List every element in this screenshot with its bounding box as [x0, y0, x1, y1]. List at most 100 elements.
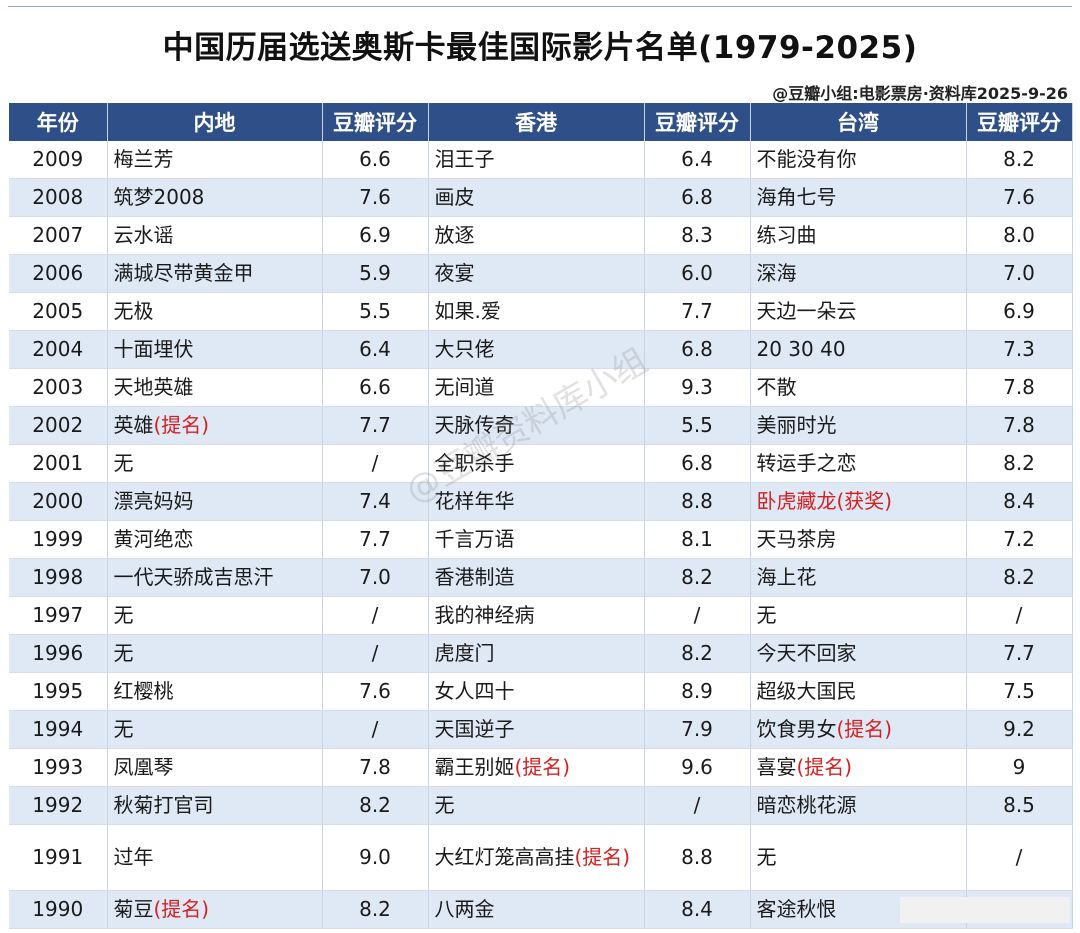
hongkong-title-text: 千言万语: [434, 527, 515, 551]
mainland-title-text: 菊豆: [113, 897, 154, 921]
taiwan-title-cell: 不散: [750, 368, 967, 407]
mainland-title-text: 秋菊打官司: [113, 793, 214, 817]
table-row: 2003 天地英雄 6.6 无间道 9.3 不散 7.8: [9, 368, 1073, 407]
hongkong-title-text: 天脉传奇: [434, 413, 515, 437]
mainland-score-cell: 8.2: [322, 890, 429, 929]
table-row: 1991 过年 9.0 大红灯笼高高挂(提名) 8.8 无 /: [9, 824, 1073, 891]
year-text: 2008: [32, 185, 84, 209]
mainland-score-cell: 7.8: [322, 748, 429, 787]
taiwan-score-text: 7.3: [1003, 337, 1035, 361]
taiwan-title-text: 客途秋恨: [756, 897, 837, 921]
table-row: 1996 无 / 虎度门 8.2 今天不回家 7.7: [9, 634, 1073, 673]
taiwan-title-cell: 转运手之恋: [750, 444, 967, 483]
hongkong-title-text: 大红灯笼高高挂: [434, 845, 575, 869]
hongkong-score-cell: 6.8: [644, 444, 751, 483]
hongkong-title-text: 全职杀手: [434, 451, 515, 475]
table-row: 2001 无 / 全职杀手 6.8 转运手之恋 8.2: [9, 444, 1073, 483]
year-text: 2000: [32, 489, 84, 513]
mainland-title-text: 无: [113, 717, 134, 741]
table-row: 1995 红樱桃 7.6 女人四十 8.9 超级大国民 7.5: [9, 672, 1073, 711]
mainland-title-text: 无: [113, 641, 134, 665]
hongkong-score-text: 6.4: [681, 147, 713, 171]
taiwan-title-cell: 天边一朵云: [750, 292, 967, 331]
mainland-title-text: 漂亮妈妈: [113, 489, 194, 513]
mainland-title-cell: 十面埋伏: [107, 330, 323, 369]
mainland-title-cell: 无极: [107, 292, 323, 331]
taiwan-title-cell: 无: [750, 596, 967, 635]
taiwan-score-cell: 8.0: [966, 216, 1073, 255]
hongkong-title-text: 香港制造: [434, 565, 515, 589]
taiwan-score-text: 7.7: [1003, 641, 1035, 665]
table-header-row: 年份 内地 豆瓣评分 香港 豆瓣评分 台湾 豆瓣评分: [9, 103, 1073, 141]
year-text: 2004: [32, 337, 84, 361]
year-cell: 1990: [9, 890, 108, 929]
table-body: 2009 梅兰芳 6.6 泪王子 6.4 不能没有你 8.2 2008 筑梦2008 7.6 画皮 6…: [9, 141, 1073, 929]
taiwan-score-text: 8.2: [1003, 565, 1035, 589]
mainland-title-cell: 菊豆(提名): [107, 890, 323, 929]
hongkong-title-text: 放逐: [434, 223, 475, 247]
mainland-score-cell: /: [322, 444, 429, 483]
taiwan-score-text: /: [1015, 603, 1023, 627]
taiwan-title-cell: 深海: [750, 254, 967, 293]
year-text: 2009: [32, 147, 84, 171]
mainland-score-cell: 7.0: [322, 558, 429, 597]
mainland-title-cell: 无: [107, 634, 323, 673]
taiwan-score-text: 6.9: [1003, 299, 1035, 323]
mainland-title-text: 满城尽带黄金甲: [113, 261, 254, 285]
year-cell: 2001: [9, 444, 108, 483]
year-text: 2006: [32, 261, 84, 285]
year-cell: 1992: [9, 786, 108, 825]
table-row: 2006 满城尽带黄金甲 5.9 夜宴 6.0 深海 7.0: [9, 254, 1073, 293]
taiwan-title-text: 今天不回家: [756, 641, 857, 665]
mainland-score-text: 9.0: [359, 845, 391, 869]
mainland-score-cell: 6.6: [322, 141, 429, 179]
year-cell: 2000: [9, 482, 108, 521]
hongkong-title-cell: 大只佬: [428, 330, 645, 369]
mainland-title-text: 十面埋伏: [113, 337, 194, 361]
taiwan-score-text: 7.6: [1003, 185, 1035, 209]
year-text: 1990: [32, 897, 84, 921]
taiwan-score-cell: 9: [966, 748, 1073, 787]
taiwan-title-text: 不散: [756, 375, 797, 399]
mainland-title-text: 云水谣: [113, 223, 174, 247]
year-text: 1991: [32, 845, 84, 869]
mainland-title-text: 凤凰琴: [113, 755, 174, 779]
hongkong-title-cell: 女人四十: [428, 672, 645, 711]
hongkong-title-cell: 千言万语: [428, 520, 645, 559]
hongkong-title-text: 夜宴: [434, 261, 475, 285]
taiwan-title-cell: 美丽时光: [750, 406, 967, 445]
year-cell: 2009: [9, 141, 108, 179]
hongkong-title-text: 霸王别姬: [434, 755, 515, 779]
year-cell: 2006: [9, 254, 108, 293]
mainland-score-text: 7.7: [359, 527, 391, 551]
year-text: 1996: [32, 641, 84, 665]
nomination-note: (提名): [514, 755, 571, 779]
hongkong-score-text: 8.2: [681, 641, 713, 665]
mainland-title-cell: 天地英雄: [107, 368, 323, 407]
year-cell: 1993: [9, 748, 108, 787]
hongkong-title-text: 无: [434, 793, 455, 817]
table-row: 2005 无极 5.5 如果.爱 7.7 天边一朵云 6.9: [9, 292, 1073, 331]
taiwan-title-text: 天边一朵云: [756, 299, 857, 323]
hongkong-score-text: 8.2: [681, 565, 713, 589]
hongkong-score-text: 5.5: [681, 413, 713, 437]
hongkong-title-cell: 无间道: [428, 368, 645, 407]
taiwan-title-cell: 20 30 40: [750, 330, 967, 369]
hongkong-title-cell: 大红灯笼高高挂(提名): [428, 824, 645, 891]
taiwan-score-text: 8.4: [1003, 489, 1035, 513]
year-text: 2001: [32, 451, 84, 475]
mainland-title-cell: 筑梦2008: [107, 178, 323, 217]
mainland-score-text: /: [371, 451, 379, 475]
mainland-score-cell: /: [322, 710, 429, 749]
mainland-score-cell: 7.7: [322, 520, 429, 559]
year-text: 1997: [32, 603, 84, 627]
year-cell: 1999: [9, 520, 108, 559]
table-row: 2004 十面埋伏 6.4 大只佬 6.8 20 30 40 7.3: [9, 330, 1073, 369]
year-cell: 1995: [9, 672, 108, 711]
taiwan-score-text: 7.0: [1003, 261, 1035, 285]
taiwan-title-text: 美丽时光: [756, 413, 837, 437]
taiwan-score-text: 8.2: [1003, 451, 1035, 475]
taiwan-score-text: 8.0: [1003, 223, 1035, 247]
mainland-score-text: 7.0: [359, 565, 391, 589]
taiwan-title-cell: 海角七号: [750, 178, 967, 217]
